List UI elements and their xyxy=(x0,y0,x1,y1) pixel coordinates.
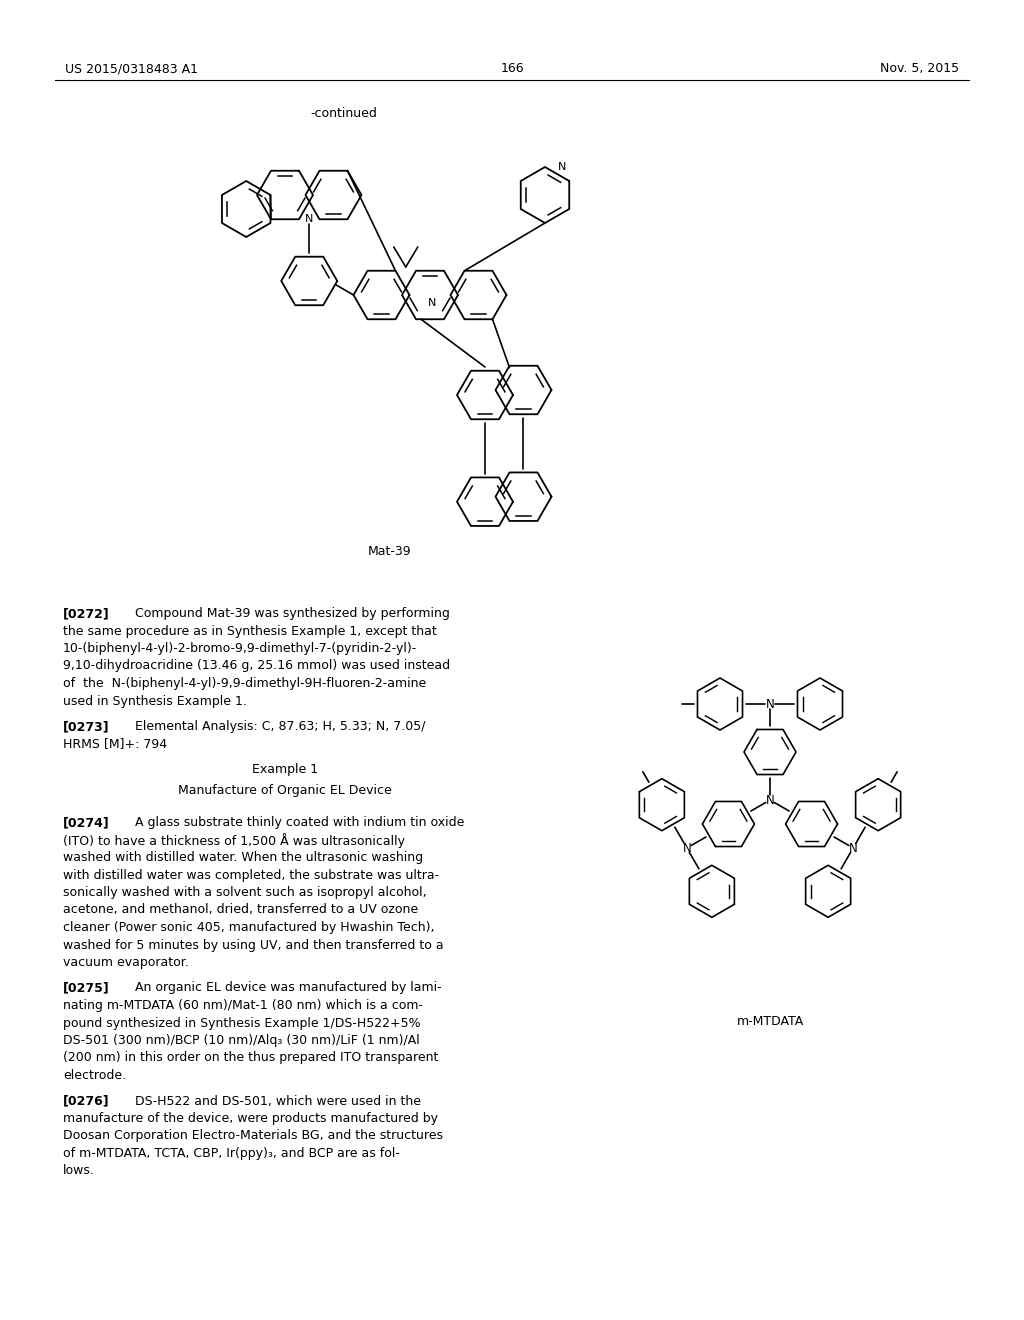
Text: with distilled water was completed, the substrate was ultra-: with distilled water was completed, the … xyxy=(63,869,439,882)
Text: (ITO) to have a thickness of 1,500 Å was ultrasonically: (ITO) to have a thickness of 1,500 Å was… xyxy=(63,833,406,849)
Text: DS-501 (300 nm)/BCP (10 nm)/Alq₃ (30 nm)/LiF (1 nm)/Al: DS-501 (300 nm)/BCP (10 nm)/Alq₃ (30 nm)… xyxy=(63,1034,420,1047)
Text: sonically washed with a solvent such as isopropyl alcohol,: sonically washed with a solvent such as … xyxy=(63,886,427,899)
Text: [0273]: [0273] xyxy=(63,719,110,733)
Text: 166: 166 xyxy=(500,62,524,75)
Text: acetone, and methanol, dried, transferred to a UV ozone: acetone, and methanol, dried, transferre… xyxy=(63,903,418,916)
Text: electrode.: electrode. xyxy=(63,1069,126,1082)
Text: [0272]: [0272] xyxy=(63,607,110,620)
Text: -continued: -continued xyxy=(310,107,377,120)
Text: [0274]: [0274] xyxy=(63,816,110,829)
Text: 10-(biphenyl-4-yl)-2-bromo-9,9-dimethyl-7-(pyridin-2-yl)-: 10-(biphenyl-4-yl)-2-bromo-9,9-dimethyl-… xyxy=(63,642,417,655)
Text: Doosan Corporation Electro-Materials BG, and the structures: Doosan Corporation Electro-Materials BG,… xyxy=(63,1130,443,1143)
Text: US 2015/0318483 A1: US 2015/0318483 A1 xyxy=(65,62,198,75)
Text: used in Synthesis Example 1.: used in Synthesis Example 1. xyxy=(63,694,247,708)
Text: N: N xyxy=(682,842,691,854)
Text: lows.: lows. xyxy=(63,1164,95,1177)
Text: N: N xyxy=(766,793,774,807)
Text: [0276]: [0276] xyxy=(63,1094,110,1107)
Text: Nov. 5, 2015: Nov. 5, 2015 xyxy=(880,62,959,75)
Text: N: N xyxy=(428,298,436,309)
Text: vacuum evaporator.: vacuum evaporator. xyxy=(63,956,188,969)
Text: N: N xyxy=(766,697,774,710)
Text: HRMS [M]+: 794: HRMS [M]+: 794 xyxy=(63,738,167,751)
Text: (200 nm) in this order on the thus prepared ITO transparent: (200 nm) in this order on the thus prepa… xyxy=(63,1052,438,1064)
Text: washed for 5 minutes by using UV, and then transferred to a: washed for 5 minutes by using UV, and th… xyxy=(63,939,443,952)
Text: N: N xyxy=(305,214,313,224)
Text: pound synthesized in Synthesis Example 1/DS-H522+5%: pound synthesized in Synthesis Example 1… xyxy=(63,1016,421,1030)
Text: DS-H522 and DS-501, which were used in the: DS-H522 and DS-501, which were used in t… xyxy=(135,1094,421,1107)
Text: An organic EL device was manufactured by lami-: An organic EL device was manufactured by… xyxy=(135,982,441,994)
Text: washed with distilled water. When the ultrasonic washing: washed with distilled water. When the ul… xyxy=(63,851,423,865)
Text: of  the  N-(biphenyl-4-yl)-9,9-dimethyl-9H-fluoren-2-amine: of the N-(biphenyl-4-yl)-9,9-dimethyl-9H… xyxy=(63,677,426,690)
Text: of m-MTDATA, TCTA, CBP, Ir(ppy)₃, and BCP are as fol-: of m-MTDATA, TCTA, CBP, Ir(ppy)₃, and BC… xyxy=(63,1147,400,1160)
Text: Manufacture of Organic EL Device: Manufacture of Organic EL Device xyxy=(178,784,392,797)
Text: Elemental Analysis: C, 87.63; H, 5.33; N, 7.05/: Elemental Analysis: C, 87.63; H, 5.33; N… xyxy=(135,719,426,733)
Text: m-MTDATA: m-MTDATA xyxy=(736,1015,804,1028)
Text: cleaner (Power sonic 405, manufactured by Hwashin Tech),: cleaner (Power sonic 405, manufactured b… xyxy=(63,921,434,935)
Text: nating m-MTDATA (60 nm)/Mat-1 (80 nm) which is a com-: nating m-MTDATA (60 nm)/Mat-1 (80 nm) wh… xyxy=(63,999,423,1012)
Text: Compound Mat-39 was synthesized by performing: Compound Mat-39 was synthesized by perfo… xyxy=(135,607,450,620)
Text: Mat-39: Mat-39 xyxy=(369,545,412,558)
Text: N: N xyxy=(558,162,566,172)
Text: N: N xyxy=(849,842,857,854)
Text: 9,10-dihydroacridine (13.46 g, 25.16 mmol) was used instead: 9,10-dihydroacridine (13.46 g, 25.16 mmo… xyxy=(63,660,451,672)
Text: Example 1: Example 1 xyxy=(252,763,318,776)
Text: manufacture of the device, were products manufactured by: manufacture of the device, were products… xyxy=(63,1111,438,1125)
Text: A glass substrate thinly coated with indium tin oxide: A glass substrate thinly coated with ind… xyxy=(135,816,464,829)
Text: [0275]: [0275] xyxy=(63,982,110,994)
Text: the same procedure as in Synthesis Example 1, except that: the same procedure as in Synthesis Examp… xyxy=(63,624,437,638)
